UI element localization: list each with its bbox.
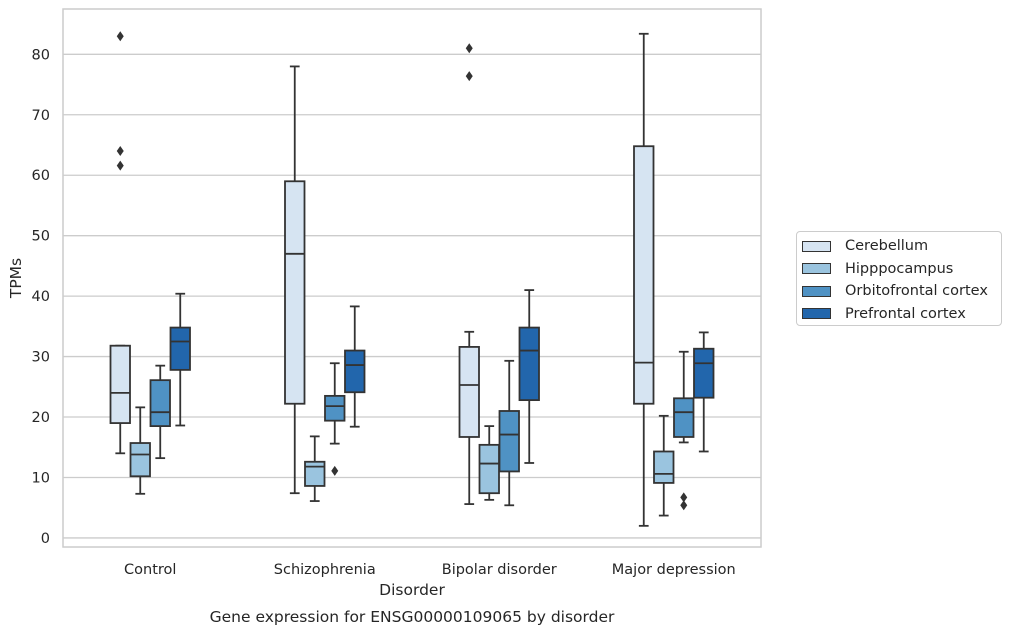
iqr-box bbox=[458, 346, 480, 438]
box-cerebellum bbox=[284, 65, 306, 495]
y-tick-label: 80 bbox=[32, 47, 50, 63]
box-hipppocampus bbox=[653, 414, 675, 517]
legend-item: Cerebellum bbox=[802, 235, 1001, 258]
iqr-box bbox=[653, 450, 675, 484]
box-hipppocampus bbox=[478, 425, 500, 501]
box-orbitofrontal-cortex bbox=[498, 359, 520, 507]
plot-frame bbox=[62, 8, 762, 548]
box-hipppocampus bbox=[304, 435, 326, 502]
iqr-box bbox=[344, 349, 366, 394]
iqr-box bbox=[498, 410, 520, 473]
outlier-point bbox=[331, 465, 339, 476]
x-tick-label: Schizophrenia bbox=[274, 562, 376, 578]
y-tick-label: 10 bbox=[32, 470, 50, 486]
axis-ticks: 0 10 20 30 40 50 60 70 80 Control Schizophrenia Bip… bbox=[32, 47, 736, 578]
box-cerebellum bbox=[458, 43, 480, 505]
outlier-point bbox=[116, 146, 124, 157]
box-prefrontal-cortex bbox=[344, 305, 366, 428]
x-tick-label: Control bbox=[124, 562, 176, 578]
y-tick-label: 40 bbox=[32, 289, 50, 305]
iqr-box bbox=[478, 443, 500, 495]
iqr-box bbox=[673, 397, 695, 438]
y-tick-label: 60 bbox=[32, 168, 50, 184]
box-hipppocampus bbox=[129, 406, 151, 495]
legend-item: Hipppocampus bbox=[802, 258, 1001, 281]
box-orbitofrontal-cortex bbox=[324, 362, 346, 476]
outlier-point bbox=[465, 71, 473, 82]
y-tick-label: 0 bbox=[41, 531, 50, 547]
box-cerebellum bbox=[109, 31, 131, 455]
iqr-box bbox=[693, 347, 715, 399]
iqr-box bbox=[304, 460, 326, 487]
legend-label: Prefrontal cortex bbox=[845, 305, 966, 322]
box-prefrontal-cortex bbox=[169, 292, 191, 427]
y-axis-label: TPMs bbox=[7, 258, 25, 299]
box-prefrontal-cortex bbox=[693, 331, 715, 453]
iqr-box bbox=[109, 344, 131, 424]
legend-label: Cerebellum bbox=[845, 238, 929, 255]
outlier-point bbox=[465, 43, 473, 54]
outlier-point bbox=[680, 492, 688, 503]
outlier-point bbox=[680, 500, 688, 511]
legend-swatch bbox=[802, 263, 831, 275]
x-tick-label: Bipolar disorder bbox=[442, 562, 557, 578]
box-cerebellum bbox=[633, 32, 655, 527]
iqr-box bbox=[324, 394, 346, 422]
outlier-point bbox=[116, 160, 124, 171]
x-axis-label: Disorder bbox=[379, 581, 445, 599]
iqr-box bbox=[149, 379, 171, 428]
y-tick-label: 70 bbox=[32, 108, 50, 124]
legend-label: Orbitofrontal cortex bbox=[845, 283, 988, 300]
legend-item: Orbitofrontal cortex bbox=[802, 280, 1001, 303]
legend-item: Prefrontal cortex bbox=[802, 303, 1001, 326]
iqr-box bbox=[518, 326, 540, 402]
chart-title: Gene expression for ENSG00000109065 by d… bbox=[210, 608, 615, 626]
legend-swatch bbox=[802, 240, 831, 252]
legend-swatch bbox=[802, 285, 831, 297]
iqr-box bbox=[129, 442, 151, 478]
outlier-point bbox=[116, 31, 124, 42]
legend-label: Hipppocampus bbox=[845, 260, 954, 277]
box-orbitofrontal-cortex bbox=[149, 364, 171, 460]
iqr-box bbox=[284, 180, 306, 405]
legend: Cerebellum Hipppocampus Orbitofrontal cort… bbox=[796, 231, 1002, 326]
y-tick-label: 30 bbox=[32, 350, 50, 366]
iqr-box bbox=[633, 145, 655, 405]
x-tick-label: Major depression bbox=[612, 562, 736, 578]
box-series bbox=[109, 31, 715, 527]
legend-swatch bbox=[802, 308, 831, 320]
y-tick-label: 50 bbox=[32, 229, 50, 245]
y-tick-label: 20 bbox=[32, 410, 50, 426]
box-prefrontal-cortex bbox=[518, 289, 540, 464]
iqr-box bbox=[169, 326, 191, 371]
box-orbitofrontal-cortex bbox=[673, 350, 695, 511]
